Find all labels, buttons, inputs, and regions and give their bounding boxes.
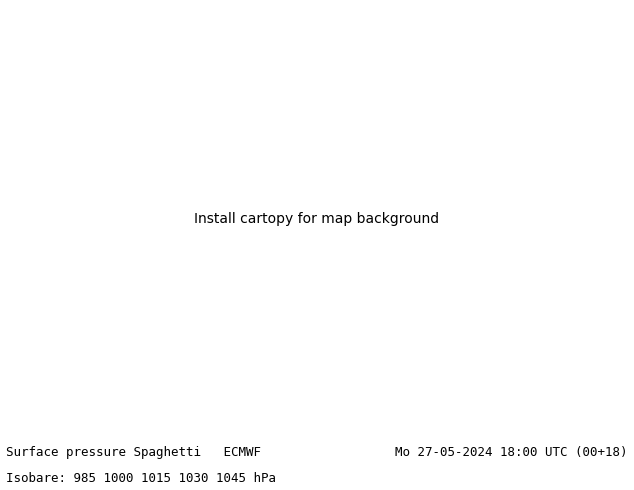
Text: Surface pressure Spaghetti   ECMWF: Surface pressure Spaghetti ECMWF xyxy=(6,446,261,460)
Text: Mo 27-05-2024 18:00 UTC (00+18): Mo 27-05-2024 18:00 UTC (00+18) xyxy=(395,446,628,460)
Text: Isobare: 985 1000 1015 1030 1045 hPa: Isobare: 985 1000 1015 1030 1045 hPa xyxy=(6,472,276,485)
Text: Install cartopy for map background: Install cartopy for map background xyxy=(195,212,439,226)
